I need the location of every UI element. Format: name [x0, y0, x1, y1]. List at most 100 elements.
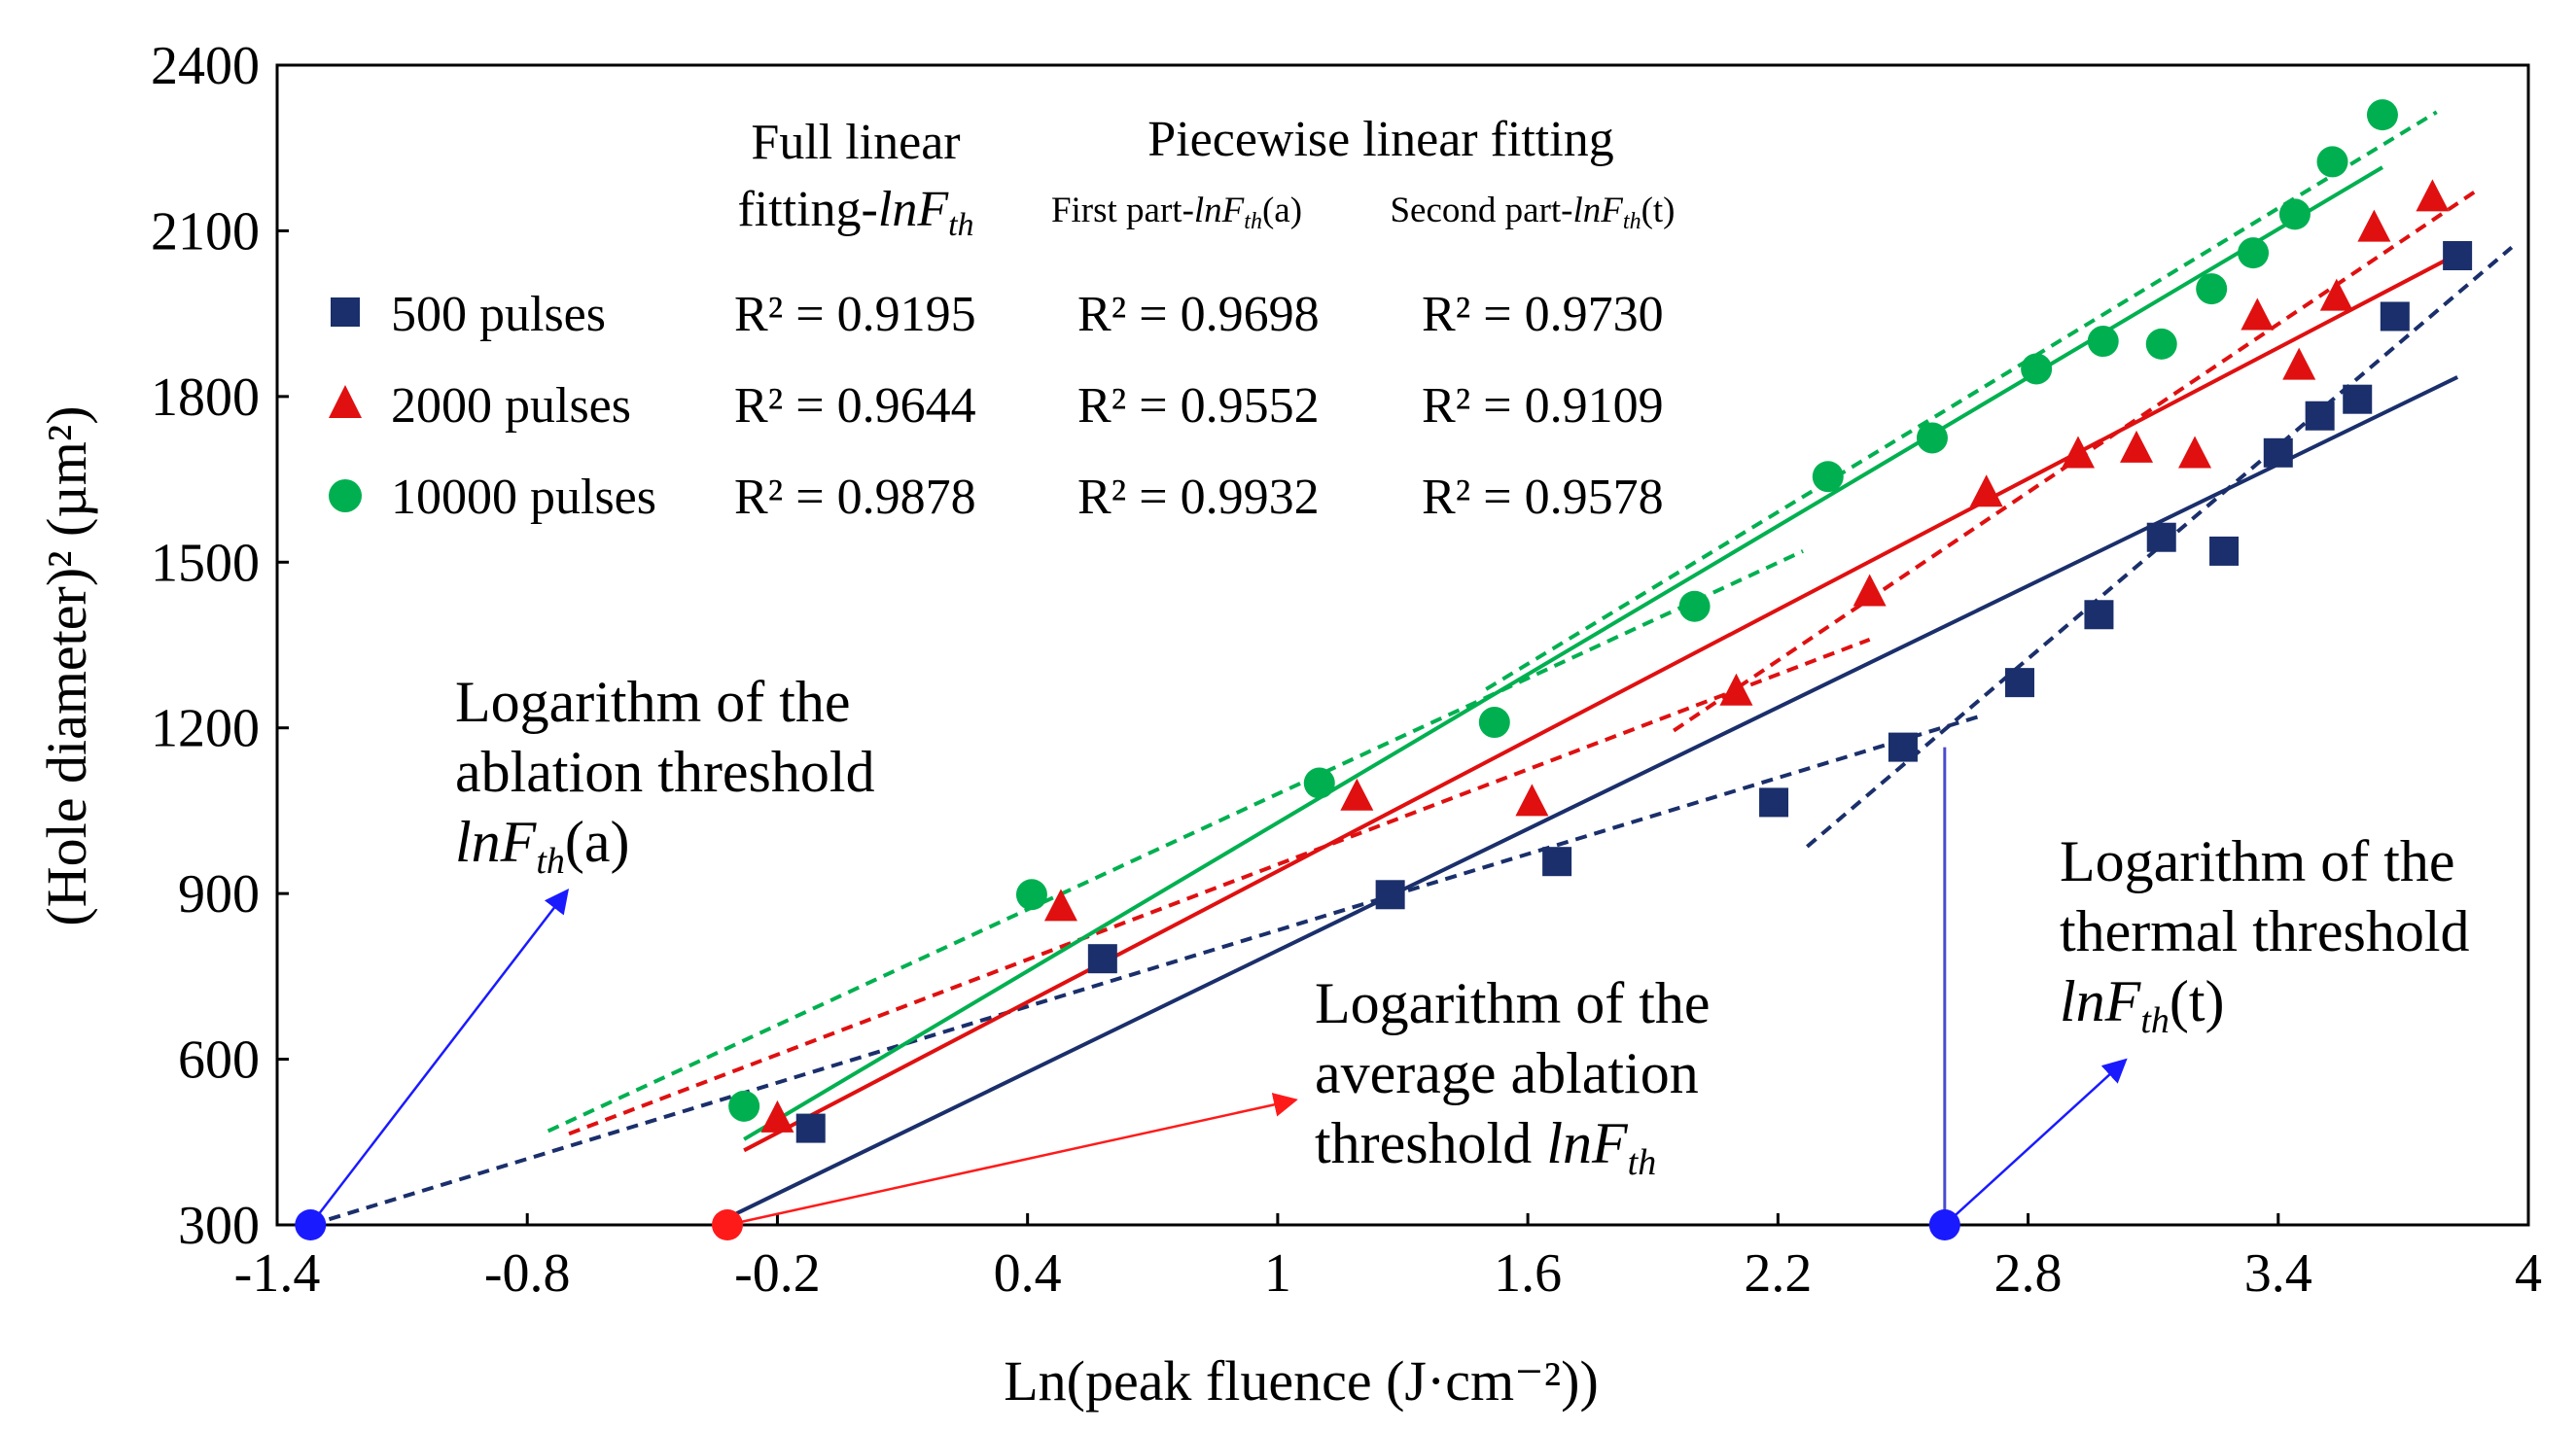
x-tick-label: 4 — [2515, 1243, 2542, 1304]
header-second-part: Second part-lnFth(t) — [1390, 191, 1675, 234]
data-point-2000 — [1043, 889, 1077, 922]
data-point-10000 — [1812, 461, 1844, 493]
legend-label-10000: 10000 pulses — [391, 470, 656, 525]
data-point-10000 — [2021, 353, 2053, 385]
data-point-500 — [795, 1113, 826, 1143]
header-piecewise: Piecewise linear fitting — [1147, 112, 1613, 167]
axis-ticks: -1.4 -0.8 -0.2 0.4 1 1.6 2.2 2.8 3.4 4 300 600 900 12… — [151, 36, 2542, 1304]
data-point-10000 — [1303, 767, 1335, 799]
threshold-points — [295, 1209, 1960, 1240]
x-tick-label: 1 — [1264, 1243, 1291, 1304]
data-point-500 — [1542, 847, 1572, 877]
y-tick-label: 900 — [178, 864, 260, 925]
data-point-10000 — [2316, 146, 2348, 178]
x-tick-label: 0.4 — [994, 1243, 1062, 1304]
fit-second-part-line — [1485, 110, 2438, 691]
annotation-thermal-line2: thermal threshold — [2060, 899, 2470, 963]
data-point-2000 — [2319, 278, 2353, 311]
data-point-2000 — [2062, 436, 2095, 469]
data-point-2000 — [1719, 673, 1753, 706]
data-point-500 — [1888, 732, 1918, 762]
annotation-average-line2: average ablation — [1315, 1041, 1699, 1105]
data-point-2000 — [1969, 474, 2003, 507]
arrow-thermal-threshold — [1943, 1058, 2128, 1226]
r2-full-10000: R² = 0.9878 — [734, 470, 976, 525]
data-point-500 — [2004, 668, 2034, 698]
legend-marker-2000 — [329, 385, 362, 418]
data-point-10000 — [1678, 590, 1711, 622]
arrow-ablation-threshold — [309, 889, 570, 1226]
r2-first-10000: R² = 0.9932 — [1077, 470, 1320, 525]
data-point-2000 — [2178, 436, 2212, 469]
data-point-500 — [2084, 600, 2114, 630]
r2-full-500: R² = 0.9195 — [734, 287, 976, 342]
legend-marker-10000 — [329, 479, 362, 512]
data-point-2000 — [1515, 784, 1549, 817]
data-point-2000 — [2241, 297, 2275, 331]
annotation-thermal-threshold: Logarithm of the thermal threshold lnFth… — [2060, 829, 2470, 1041]
x-tick-label: 2.8 — [1994, 1243, 2063, 1304]
fit-second-part-line — [1673, 188, 2480, 733]
plot-frame — [275, 63, 2530, 1227]
annotation-ablation-threshold: Logarithm of the ablation threshold lnFt… — [455, 670, 875, 882]
x-tick-label: -0.8 — [484, 1243, 571, 1304]
data-point-500 — [2305, 401, 2335, 431]
r2-second-10000: R² = 0.9578 — [1422, 470, 1664, 525]
annotation-ablation-line3: lnFth(a) — [455, 810, 629, 882]
data-point-2000 — [1340, 778, 1374, 811]
x-tick-label: 2.2 — [1744, 1243, 1812, 1304]
y-tick-label: 1200 — [151, 699, 260, 759]
data-point-10000 — [2366, 99, 2398, 131]
data-point-10000 — [1916, 422, 1948, 454]
data-point-10000 — [2145, 328, 2177, 360]
header-first-part: First part-lnFth(a) — [1051, 191, 1302, 234]
legend-label-2000: 2000 pulses — [391, 378, 631, 434]
y-tick-label: 2100 — [151, 201, 260, 262]
x-axis-title: Ln(peak fluence (J·cm⁻²)) — [1004, 1349, 1599, 1413]
data-point-2000 — [2416, 179, 2450, 212]
data-point-2000 — [760, 1099, 794, 1133]
data-markers — [728, 99, 2473, 1143]
data-point-500 — [2209, 536, 2240, 566]
r2-first-2000: R² = 0.9552 — [1077, 378, 1320, 434]
x-tick-label: -1.4 — [234, 1243, 321, 1304]
r2-first-500: R² = 0.9698 — [1077, 287, 1320, 342]
legend: 500 pulses R² = 0.9195 R² = 0.9698 R² = … — [329, 287, 1664, 525]
data-point-2000 — [1853, 574, 1887, 607]
data-point-500 — [1087, 944, 1117, 974]
data-point-10000 — [2238, 237, 2270, 269]
r2-full-2000: R² = 0.9644 — [734, 378, 976, 434]
data-point-2000 — [2120, 430, 2154, 463]
legend-label-500: 500 pulses — [391, 287, 606, 342]
annotation-arrows — [309, 889, 2128, 1227]
fit-first-part-line — [547, 549, 1804, 1134]
annotation-thermal-line3: lnFth(t) — [2060, 969, 2225, 1041]
arrow-average-threshold — [726, 1093, 1298, 1227]
x-tick-label: -0.2 — [734, 1243, 821, 1304]
y-tick-label: 1500 — [151, 533, 260, 593]
threshold-point — [295, 1209, 327, 1240]
data-point-10000 — [2087, 326, 2119, 358]
x-tick-label: 3.4 — [2244, 1243, 2312, 1304]
annotation-ablation-line1: Logarithm of the — [455, 670, 851, 734]
data-point-10000 — [728, 1090, 760, 1122]
data-point-500 — [2146, 522, 2176, 552]
annotation-average-threshold: Logarithm of the average ablation thresh… — [1315, 971, 1711, 1183]
data-point-10000 — [1015, 879, 1047, 911]
y-tick-label: 300 — [178, 1196, 260, 1256]
y-tick-label: 600 — [178, 1030, 260, 1091]
legend-marker-500 — [331, 297, 360, 327]
y-axis-title: (Hole diameter)² (µm²) — [35, 405, 98, 925]
fit-full-line — [743, 257, 2451, 1153]
annotation-average-line3: threshold lnFth — [1315, 1111, 1656, 1183]
fit-full-line — [734, 375, 2458, 1216]
header-full-linear-line1: Full linear — [751, 115, 960, 170]
data-point-2000 — [2282, 347, 2316, 380]
data-point-10000 — [2196, 273, 2228, 305]
x-tick-label: 1.6 — [1494, 1243, 1562, 1304]
y-tick-label: 2400 — [151, 36, 260, 96]
data-point-500 — [1759, 787, 1789, 818]
data-point-2000 — [2357, 209, 2391, 242]
annotation-thermal-line1: Logarithm of the — [2060, 829, 2455, 893]
threshold-point — [1928, 1209, 1960, 1240]
